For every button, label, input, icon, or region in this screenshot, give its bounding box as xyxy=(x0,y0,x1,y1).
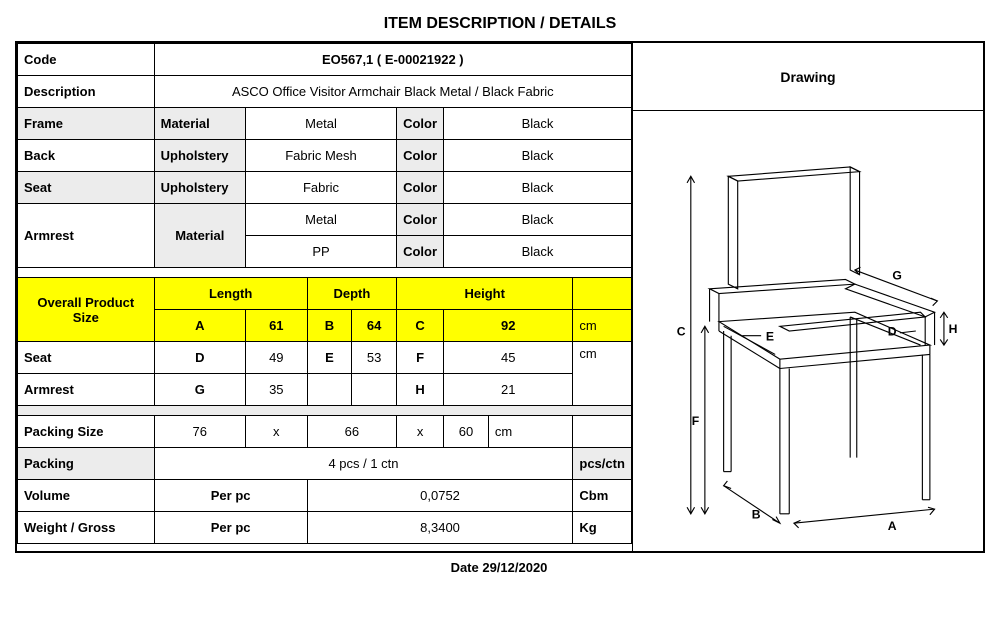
seat-color-label: Color xyxy=(397,172,444,204)
back-uph-label: Upholstery xyxy=(154,140,245,172)
F-val: 45 xyxy=(444,342,573,374)
pack-l: 76 xyxy=(154,416,245,448)
armrest-row-label: Armrest xyxy=(18,374,155,406)
frame-color-label: Color xyxy=(397,108,444,140)
pack-x1: x xyxy=(245,416,307,448)
volume-label: Volume xyxy=(18,480,155,512)
armrest-color1: Black xyxy=(444,204,632,236)
D-label: D xyxy=(154,342,245,374)
seat-color: Black xyxy=(444,172,632,204)
desc-label: Description xyxy=(18,76,155,108)
svg-text:G: G xyxy=(892,268,901,282)
packing-label: Packing xyxy=(18,448,155,480)
A-label: A xyxy=(154,310,245,342)
depth-label: Depth xyxy=(307,278,396,310)
back-uph: Fabric Mesh xyxy=(245,140,396,172)
length-label: Length xyxy=(154,278,307,310)
back-label: Back xyxy=(18,140,155,172)
height-label: Height xyxy=(397,278,573,310)
A-val: 61 xyxy=(245,310,307,342)
weight-perpc: Per pc xyxy=(154,512,307,544)
armrest-color2: Black xyxy=(444,236,632,268)
G-val: 35 xyxy=(245,374,307,406)
pack-h: 60 xyxy=(444,416,489,448)
armrest-mat2: PP xyxy=(245,236,396,268)
H-label: H xyxy=(397,374,444,406)
frame-material-label: Material xyxy=(154,108,245,140)
chair-drawing: C F A B G xyxy=(658,121,958,541)
svg-text:B: B xyxy=(752,508,761,522)
weight-label: Weight / Gross xyxy=(18,512,155,544)
E-val: 53 xyxy=(352,342,397,374)
spec-table-panel: Code EO567,1 ( E-00021922 ) Description … xyxy=(17,43,633,551)
armrest-mat1: Metal xyxy=(245,204,396,236)
H-val: 21 xyxy=(444,374,573,406)
armrest-color2-label: Color xyxy=(397,236,444,268)
cbm: Cbm xyxy=(573,480,632,512)
seat-row-label: Seat xyxy=(18,342,155,374)
seat-label: Seat xyxy=(18,172,155,204)
volume-perpc: Per pc xyxy=(154,480,307,512)
seat-uph-label: Upholstery xyxy=(154,172,245,204)
armrest-mat-label: Material xyxy=(154,204,245,268)
G-label: G xyxy=(154,374,245,406)
back-color-label: Color xyxy=(397,140,444,172)
overall-label: Overall Product Size xyxy=(18,278,155,342)
packing-size-label: Packing Size xyxy=(18,416,155,448)
seat-uph: Fabric xyxy=(245,172,396,204)
frame-material: Metal xyxy=(245,108,396,140)
D-val: 49 xyxy=(245,342,307,374)
svg-text:E: E xyxy=(766,329,774,343)
cm-1: cm xyxy=(573,310,632,342)
armrest-label: Armrest xyxy=(18,204,155,268)
drawing-label: Drawing xyxy=(633,43,983,111)
E-label: E xyxy=(307,342,352,374)
drawing-body: C F A B G xyxy=(633,111,983,551)
volume-value: 0,0752 xyxy=(307,480,573,512)
pcsctn: pcs/ctn xyxy=(573,448,632,480)
C-label: C xyxy=(397,310,444,342)
svg-text:C: C xyxy=(677,325,686,339)
frame-color: Black xyxy=(444,108,632,140)
B-val: 64 xyxy=(352,310,397,342)
spec-table: Code EO567,1 ( E-00021922 ) Description … xyxy=(17,43,632,544)
svg-text:F: F xyxy=(692,414,699,428)
pack-cm: cm xyxy=(488,416,572,448)
desc-value: ASCO Office Visitor Armchair Black Metal… xyxy=(154,76,631,108)
svg-text:D: D xyxy=(888,325,897,339)
back-color: Black xyxy=(444,140,632,172)
kg: Kg xyxy=(573,512,632,544)
packing-value: 4 pcs / 1 ctn xyxy=(154,448,573,480)
weight-value: 8,3400 xyxy=(307,512,573,544)
svg-text:H: H xyxy=(949,322,958,336)
spec-sheet: Code EO567,1 ( E-00021922 ) Description … xyxy=(15,41,985,553)
svg-text:A: A xyxy=(888,519,897,533)
pack-w: 66 xyxy=(307,416,396,448)
pack-x2: x xyxy=(397,416,444,448)
code-value: EO567,1 ( E-00021922 ) xyxy=(154,44,631,76)
C-val: 92 xyxy=(444,310,573,342)
code-label: Code xyxy=(18,44,155,76)
B-label: B xyxy=(307,310,352,342)
cm-2: cm xyxy=(573,342,632,406)
drawing-panel: Drawing xyxy=(633,43,983,551)
page-title: ITEM DESCRIPTION / DETAILS xyxy=(15,15,985,33)
armrest-color1-label: Color xyxy=(397,204,444,236)
F-label: F xyxy=(397,342,444,374)
date-label: Date 29/12/2020 xyxy=(15,553,983,579)
frame-label: Frame xyxy=(18,108,155,140)
